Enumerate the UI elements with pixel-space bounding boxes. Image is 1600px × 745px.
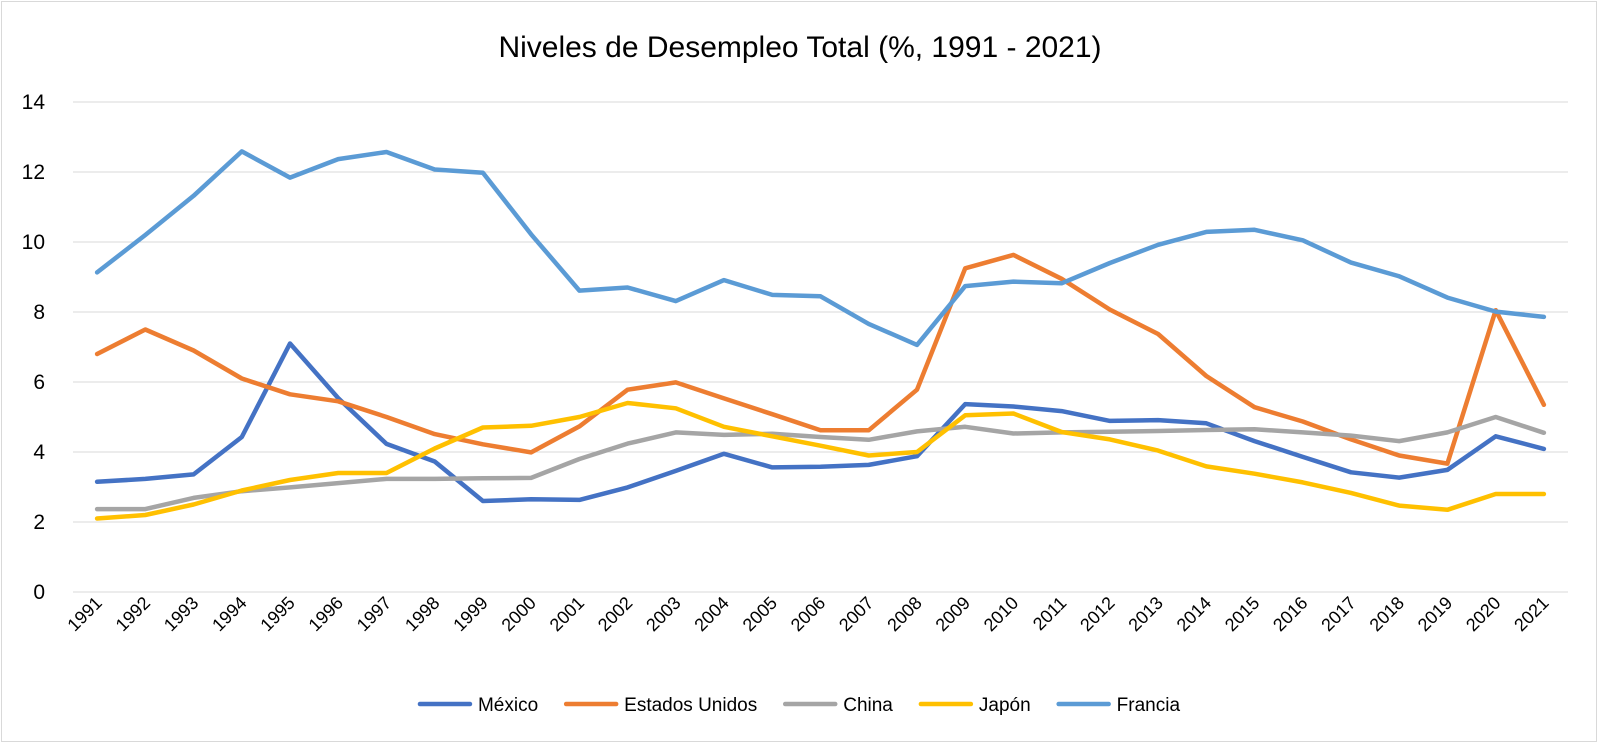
legend: México Estados Unidos China Japón Francia — [417, 695, 1181, 716]
legend-item: México — [417, 695, 538, 716]
legend-label: Estados Unidos — [624, 695, 757, 716]
x-tick-label: 2021 — [1510, 593, 1552, 635]
x-tick-label: 1992 — [112, 593, 154, 635]
x-tick-label: 2012 — [1076, 593, 1118, 635]
y-tick-label: 0 — [33, 581, 45, 604]
legend-item: Japón — [918, 695, 1031, 716]
x-tick-label: 2014 — [1173, 593, 1215, 635]
x-tick-label: 2006 — [787, 593, 829, 635]
x-tick-label: 2003 — [642, 593, 684, 635]
x-tick-label: 2000 — [498, 593, 540, 635]
y-tick-label: 10 — [22, 231, 45, 254]
y-tick-label: 8 — [33, 301, 45, 324]
x-tick-label: 2010 — [980, 593, 1022, 635]
x-tick-label: 2019 — [1414, 593, 1456, 635]
x-tick-label: 1995 — [256, 593, 298, 635]
x-tick-label: 1991 — [63, 593, 105, 635]
legend-label: México — [478, 695, 538, 716]
y-tick-label: 2 — [33, 511, 45, 534]
y-tick-label: 12 — [22, 161, 45, 184]
x-tick-label: 2018 — [1366, 593, 1408, 635]
x-tick-label: 2016 — [1269, 593, 1311, 635]
legend-item: Francia — [1056, 695, 1181, 716]
x-tick-label: 2002 — [594, 593, 636, 635]
y-tick-label: 6 — [33, 371, 45, 394]
series-line-4 — [94, 149, 1547, 348]
legend-label: China — [843, 695, 893, 716]
x-tick-label: 2015 — [1221, 593, 1263, 635]
series-line-3 — [94, 400, 1547, 521]
x-tick-label: 1998 — [401, 593, 443, 635]
series-lines — [94, 149, 1547, 521]
x-tick-label: 1994 — [208, 593, 250, 635]
legend-label: Japón — [979, 695, 1031, 716]
x-tick-label: 1993 — [160, 593, 202, 635]
x-tick-label: 2008 — [883, 593, 925, 635]
x-tick-label: 2005 — [739, 593, 781, 635]
x-tick-label: 2020 — [1462, 593, 1504, 635]
legend-label: Francia — [1117, 695, 1181, 716]
x-tick-label: 2009 — [932, 593, 974, 635]
legend-item: Estados Unidos — [563, 695, 757, 716]
series-line-2 — [94, 414, 1547, 512]
x-tick-label: 1996 — [305, 593, 347, 635]
gridlines — [73, 101, 1568, 593]
chart-title: Niveles de Desempleo Total (%, 1991 - 20… — [498, 31, 1101, 64]
x-axis-ticks: 1991 1992 1993 1994 1995 1996 1997 1998 1999 2000… — [63, 593, 1552, 635]
x-tick-label: 2011 — [1029, 593, 1071, 635]
x-tick-label: 1999 — [449, 593, 491, 635]
y-axis-ticks: 0 2 4 6 8 10 12 14 — [22, 91, 46, 604]
x-tick-label: 2001 — [546, 593, 588, 635]
x-tick-label: 1997 — [353, 593, 395, 635]
series-line-1 — [94, 252, 1547, 466]
series-line-0 — [94, 341, 1547, 504]
y-tick-label: 4 — [33, 441, 45, 464]
x-tick-label: 2004 — [690, 593, 732, 635]
x-tick-label: 2017 — [1317, 593, 1359, 635]
x-tick-label: 2007 — [835, 593, 877, 635]
x-tick-label: 2013 — [1124, 593, 1166, 635]
y-tick-label: 14 — [22, 91, 46, 114]
legend-item: China — [782, 695, 893, 716]
